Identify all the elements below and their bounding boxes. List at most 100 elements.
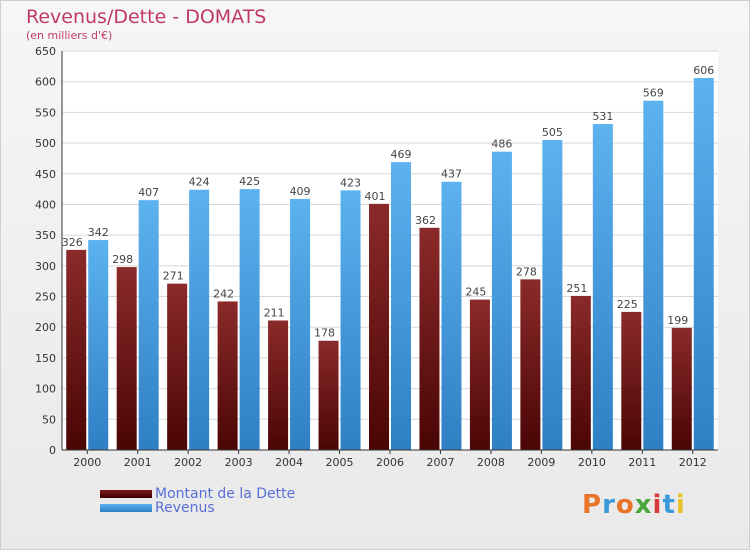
x-tick-label: 2012 bbox=[679, 456, 707, 469]
bar-revenue bbox=[693, 78, 714, 451]
bar-debt bbox=[671, 327, 692, 450]
proxiti-logo: Proxiti bbox=[582, 490, 686, 520]
plot-area bbox=[62, 51, 718, 450]
bar-revenue bbox=[138, 200, 159, 450]
logo-letter: i bbox=[675, 490, 686, 520]
bar-revenue bbox=[592, 124, 613, 450]
data-label-debt: 251 bbox=[566, 282, 587, 295]
data-label-debt: 178 bbox=[314, 327, 335, 340]
bars-layer bbox=[66, 78, 714, 451]
x-tick-label: 2011 bbox=[628, 456, 656, 469]
x-tick-label: 2001 bbox=[124, 456, 152, 469]
x-tick-label: 2010 bbox=[578, 456, 606, 469]
logo-letter: o bbox=[615, 490, 635, 520]
data-label-debt: 271 bbox=[163, 270, 184, 283]
bar-debt bbox=[621, 311, 642, 450]
data-label-debt: 362 bbox=[415, 214, 436, 227]
bar-debt bbox=[268, 320, 289, 450]
y-tick-label: 200 bbox=[35, 321, 56, 334]
legend-swatch-debt bbox=[100, 490, 152, 498]
logo-letter: r bbox=[602, 490, 616, 520]
bar-debt bbox=[318, 340, 339, 450]
x-tick-label: 2004 bbox=[275, 456, 303, 469]
y-tick-label: 500 bbox=[35, 137, 56, 150]
x-tick-label: 2007 bbox=[426, 456, 454, 469]
y-tick-label: 550 bbox=[35, 106, 56, 119]
data-label-revenue: 425 bbox=[239, 175, 260, 188]
bar-debt bbox=[167, 283, 188, 450]
y-tick-label: 250 bbox=[35, 291, 56, 304]
chart-title: Revenus/Dette - DOMATS bbox=[26, 6, 267, 28]
x-tick-label: 2008 bbox=[477, 456, 505, 469]
data-label-revenue: 342 bbox=[88, 226, 109, 239]
data-label-revenue: 469 bbox=[391, 148, 412, 161]
y-tick-label: 0 bbox=[49, 444, 56, 457]
bar-debt bbox=[66, 249, 87, 450]
bar-debt bbox=[469, 299, 490, 450]
bar-revenue bbox=[491, 151, 512, 450]
legend-item-revenue: Revenus bbox=[100, 500, 215, 516]
x-tick-label: 2000 bbox=[73, 456, 101, 469]
y-tick-label: 450 bbox=[35, 168, 56, 181]
data-label-debt: 245 bbox=[465, 286, 486, 299]
data-label-revenue: 531 bbox=[592, 110, 613, 123]
data-label-revenue: 424 bbox=[189, 176, 210, 189]
data-label-revenue: 505 bbox=[542, 126, 563, 139]
bar-debt bbox=[217, 301, 238, 450]
x-tick-label: 2003 bbox=[225, 456, 253, 469]
labels-layer: 326 342 298 407 271 424 242 425 211 409 178 423 401 4… bbox=[62, 64, 715, 340]
logo-letter: x bbox=[634, 490, 653, 520]
x-tick-label: 2006 bbox=[376, 456, 404, 469]
y-tick-label: 100 bbox=[35, 383, 56, 396]
logo-letter: P bbox=[582, 490, 603, 520]
bar-debt bbox=[369, 203, 389, 450]
bar-debt bbox=[116, 267, 137, 450]
data-label-revenue: 606 bbox=[693, 64, 714, 77]
bar-revenue bbox=[239, 189, 260, 450]
bar-revenue bbox=[290, 198, 311, 450]
data-label-revenue: 423 bbox=[340, 176, 361, 189]
legend-label-revenue: Revenus bbox=[155, 500, 215, 516]
data-label-revenue: 486 bbox=[491, 138, 512, 151]
x-tick-label: 2009 bbox=[527, 456, 555, 469]
y-tick-label: 50 bbox=[42, 413, 56, 426]
data-label-debt: 326 bbox=[62, 236, 83, 249]
bar-debt bbox=[419, 227, 440, 450]
data-label-debt: 278 bbox=[516, 265, 537, 278]
y-tick-label: 150 bbox=[35, 352, 56, 365]
data-label-debt: 242 bbox=[213, 287, 234, 300]
data-label-revenue: 437 bbox=[441, 168, 462, 181]
data-label-revenue: 569 bbox=[643, 87, 664, 100]
bar-revenue bbox=[441, 181, 462, 450]
y-tick-label: 600 bbox=[35, 76, 56, 89]
chart-subtitle: (en milliers d'€) bbox=[26, 29, 113, 42]
axis-layer: 0 50 100 150 200 250 300 350 400 450 500 550 600 650 2… bbox=[35, 45, 718, 469]
logo-letter: t bbox=[662, 490, 676, 520]
y-tick-label: 400 bbox=[35, 198, 56, 211]
bar-revenue bbox=[189, 189, 210, 450]
bar-debt bbox=[520, 279, 541, 450]
data-label-debt: 199 bbox=[667, 314, 688, 327]
y-tick-label: 650 bbox=[35, 45, 56, 58]
legend-swatch-revenue bbox=[100, 504, 152, 512]
bar-debt bbox=[570, 295, 591, 450]
bar-revenue bbox=[88, 240, 109, 450]
data-label-revenue: 407 bbox=[138, 186, 159, 199]
x-tick-label: 2005 bbox=[326, 456, 354, 469]
bar-revenue bbox=[340, 190, 361, 450]
data-label-debt: 211 bbox=[264, 306, 285, 319]
bar-revenue bbox=[643, 100, 664, 451]
legend-label-debt: Montant de la Dette bbox=[155, 486, 296, 502]
y-tick-label: 300 bbox=[35, 260, 56, 273]
data-label-debt: 225 bbox=[617, 298, 638, 311]
logo-letter: i bbox=[652, 490, 663, 520]
bar-revenue bbox=[391, 162, 411, 451]
legend-item-debt: Montant de la Dette bbox=[100, 486, 296, 502]
data-label-debt: 401 bbox=[365, 190, 386, 203]
grid-layer bbox=[62, 50, 718, 451]
data-label-debt: 298 bbox=[112, 253, 133, 266]
x-tick-label: 2002 bbox=[174, 456, 202, 469]
bar-revenue bbox=[542, 140, 563, 450]
data-label-revenue: 409 bbox=[290, 185, 311, 198]
